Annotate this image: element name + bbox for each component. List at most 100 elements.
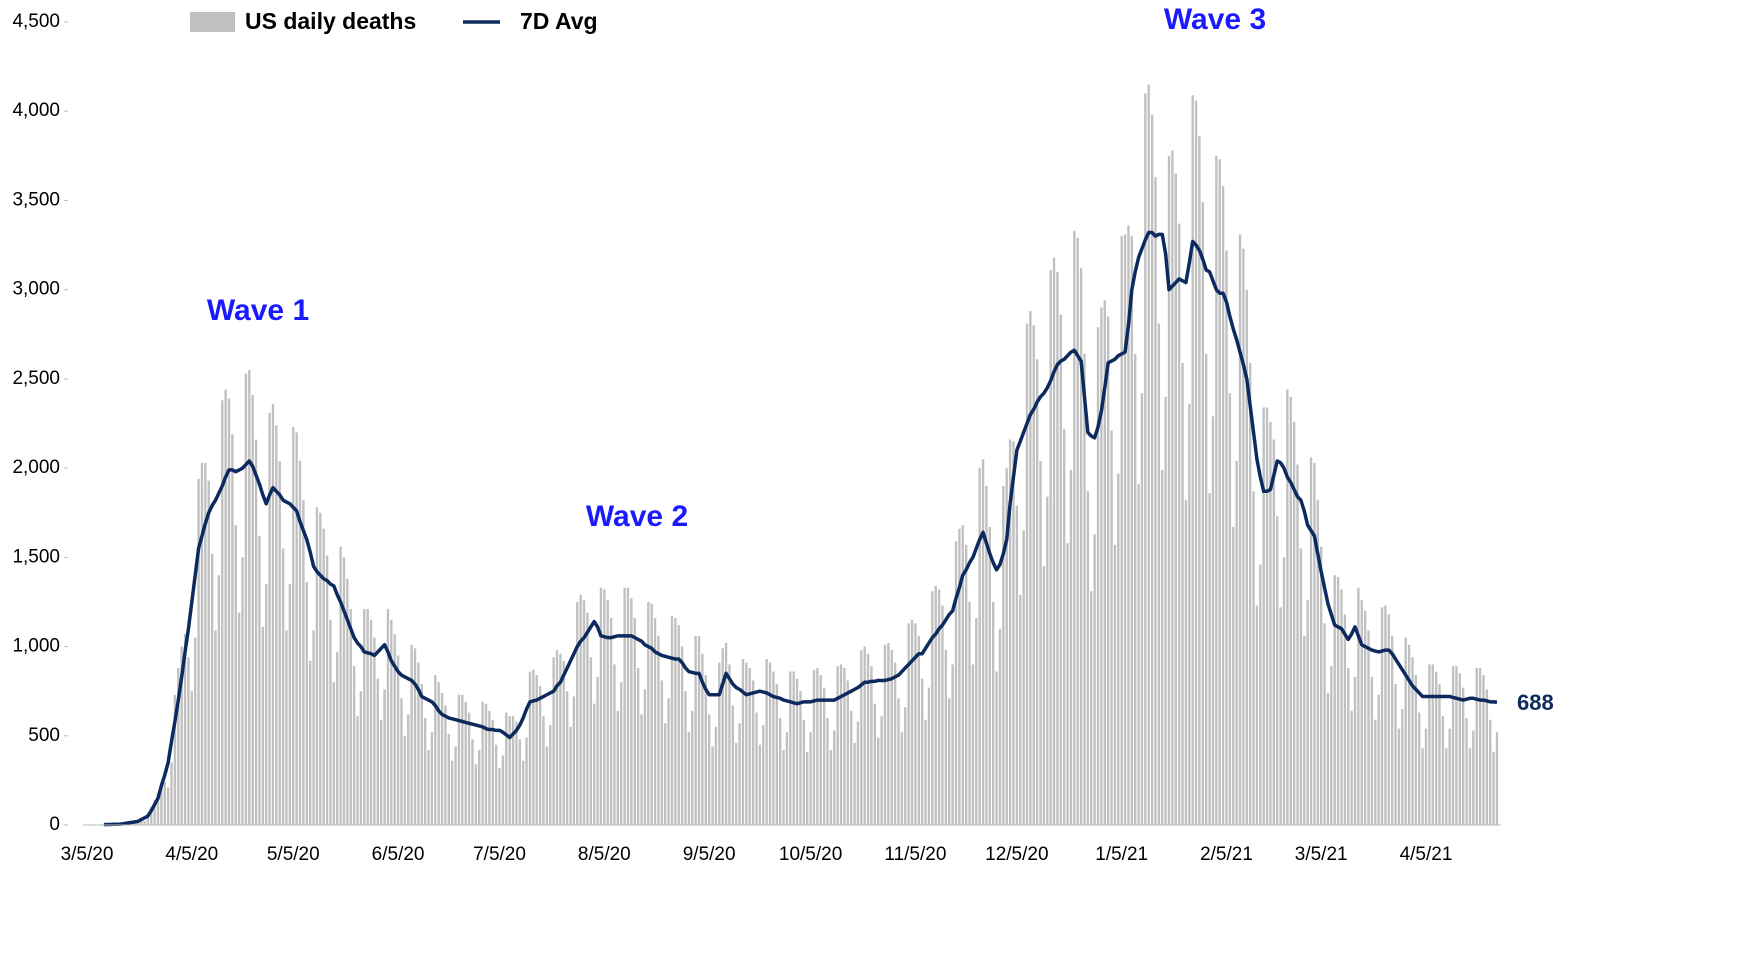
bar: [1232, 526, 1235, 825]
y-tick-label: 0: [49, 814, 60, 835]
bar: [816, 667, 819, 825]
bar: [1363, 610, 1367, 825]
bar: [1472, 730, 1475, 825]
bar: [332, 682, 336, 825]
bar: [1495, 732, 1499, 825]
bar: [1042, 566, 1046, 825]
bar: [535, 675, 538, 825]
bar: [606, 600, 609, 825]
bar: [819, 675, 822, 825]
x-tick-label: 9/5/20: [683, 844, 736, 865]
bar: [1404, 637, 1407, 825]
bar: [748, 667, 751, 825]
bar: [873, 703, 877, 825]
bar: [1215, 155, 1218, 826]
bar: [1279, 607, 1282, 825]
bar: [829, 750, 833, 825]
bar: [893, 662, 897, 825]
bar: [366, 609, 369, 825]
bar: [508, 716, 511, 825]
bar: [1340, 589, 1343, 825]
bar: [1191, 95, 1194, 825]
bar: [927, 687, 931, 825]
bar: [877, 737, 880, 825]
bar: [806, 751, 809, 825]
bar: [1049, 270, 1052, 825]
bar: [1252, 491, 1255, 825]
bar: [403, 735, 407, 825]
bar: [735, 742, 738, 825]
bar: [674, 618, 677, 825]
bar: [975, 618, 978, 825]
bar: [261, 626, 265, 825]
bar: [545, 746, 549, 825]
bar: [444, 705, 447, 825]
bar: [1370, 676, 1374, 825]
bar: [315, 507, 319, 825]
bar: [1039, 460, 1042, 825]
bar: [647, 601, 650, 825]
bar: [971, 664, 975, 825]
bar: [555, 650, 559, 825]
bar: [643, 689, 647, 825]
bar: [1313, 462, 1316, 825]
bar: [1390, 635, 1394, 825]
bar: [1489, 719, 1492, 825]
bar: [1167, 155, 1171, 826]
bar: [603, 589, 606, 825]
bar: [1441, 716, 1445, 825]
bar: [474, 764, 478, 825]
bar: [1201, 202, 1205, 825]
bar: [599, 587, 603, 825]
bar: [1211, 416, 1215, 825]
bar: [667, 698, 670, 825]
bar: [856, 721, 860, 825]
bar: [968, 601, 971, 825]
bar: [1347, 667, 1350, 825]
bar: [704, 675, 707, 825]
bar: [1482, 675, 1485, 825]
bar: [1157, 323, 1161, 825]
bar: [762, 725, 765, 825]
bar: [1272, 439, 1276, 825]
bar: [349, 609, 352, 825]
bar: [139, 820, 143, 825]
bar: [1221, 186, 1225, 825]
bar: [1019, 594, 1022, 825]
bar: [1468, 748, 1472, 825]
bar: [691, 710, 694, 825]
bar: [379, 719, 383, 825]
bar: [1059, 314, 1062, 825]
bar: [1137, 484, 1140, 825]
bar: [234, 525, 237, 825]
bar: [1336, 576, 1340, 825]
bar: [778, 717, 782, 825]
x-tick-label: 11/5/20: [884, 844, 946, 865]
bar: [1407, 644, 1411, 825]
bar: [1255, 605, 1259, 825]
bar: [383, 689, 386, 825]
bar: [1475, 667, 1478, 825]
bar: [1455, 666, 1458, 825]
bar: [217, 575, 221, 825]
bar: [792, 671, 795, 825]
bar: [826, 717, 829, 825]
bar: [1046, 496, 1049, 825]
bar: [528, 671, 532, 825]
bar: [481, 701, 484, 825]
bar: [518, 739, 521, 825]
bar: [887, 642, 890, 825]
bar: [870, 666, 873, 825]
bar: [741, 659, 745, 825]
bar: [559, 653, 562, 825]
bar: [356, 716, 359, 825]
bar: [200, 462, 204, 825]
bar: [1008, 439, 1012, 825]
x-tick-label: 1/5/21: [1095, 844, 1148, 865]
bar: [1066, 543, 1069, 825]
bar: [1052, 257, 1056, 826]
bar: [1174, 173, 1177, 825]
line: [103, 230, 1498, 827]
bar: [1465, 717, 1468, 825]
bar: [183, 634, 187, 825]
